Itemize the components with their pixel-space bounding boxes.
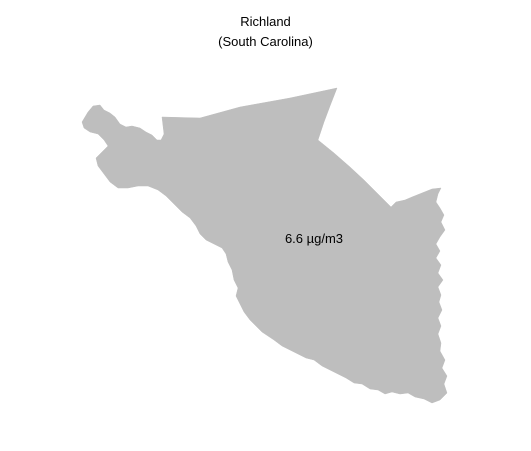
map-title-block: Richland (South Carolina) xyxy=(0,12,531,52)
state-subtitle: (South Carolina) xyxy=(218,34,313,49)
pollution-value-label: 6.6 µg/m3 xyxy=(285,231,343,246)
county-shape-richland xyxy=(81,87,448,404)
county-name-title: Richland xyxy=(240,14,291,29)
